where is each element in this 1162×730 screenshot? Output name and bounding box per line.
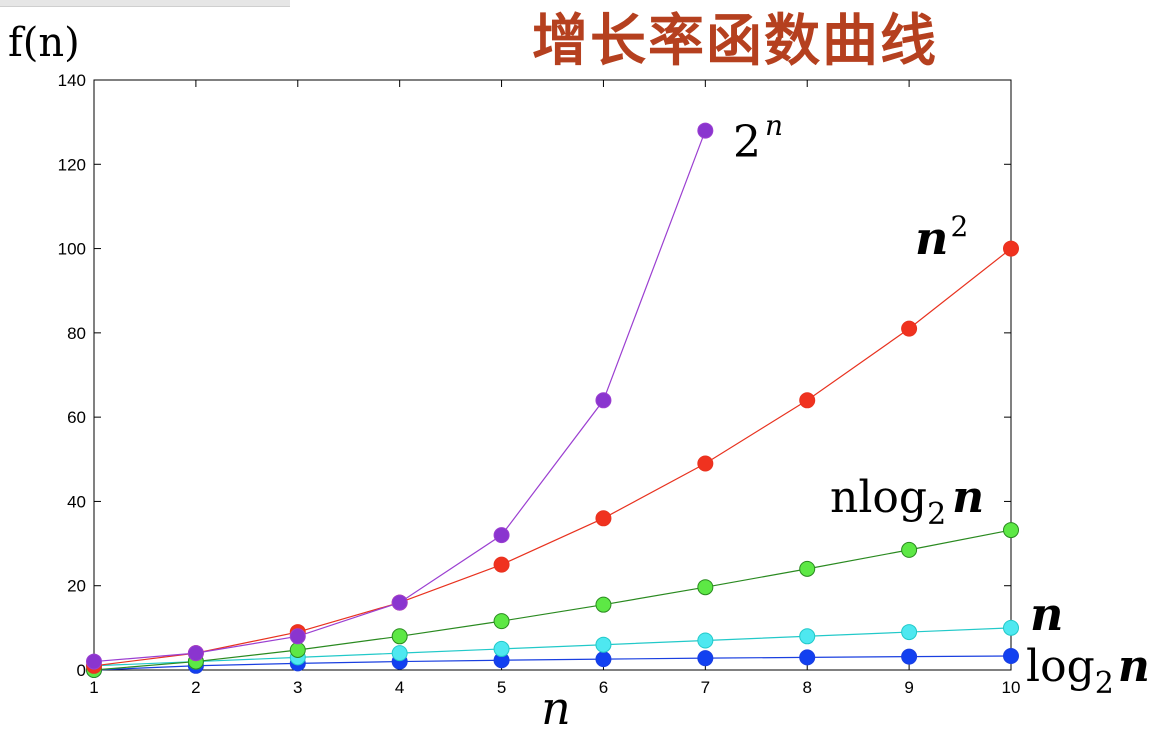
y-tick-label: 140 [58,71,86,90]
series-label-n2-sup: 2 [950,210,968,243]
data-point [799,649,816,666]
series-label-2n-sup: n [765,109,783,142]
x-tick-label: 8 [802,678,811,697]
series-label-n-base: n [1030,587,1063,641]
series-label-nlog2n-tail: n [952,472,984,523]
series-label-log2n-sub: 2 [1095,666,1114,701]
x-tick-label: 5 [497,678,506,697]
series-label-n2: n2 [915,210,968,265]
y-tick-label: 100 [58,240,86,259]
x-tick-label: 2 [191,678,200,697]
series-line-3 [93,627,1012,667]
data-point [799,392,816,409]
data-point [493,556,510,573]
data-point [1003,619,1019,636]
svg-text:log2n: log2n [1026,641,1150,701]
data-point [493,527,510,544]
svg-text:n2: n2 [915,210,968,265]
y-tick-label: 20 [67,577,86,596]
series-label-nlog2n: nlog2 n [830,472,984,532]
x-tick-label: 6 [599,678,608,697]
data-point [901,541,918,558]
y-axis-label: f(n) [8,20,80,66]
chart-title: 增长率函数曲线 [532,9,938,74]
series-markers [86,122,1019,678]
x-tick-label: 10 [1002,678,1021,697]
data-point [1003,648,1019,665]
data-point [1003,240,1019,257]
data-point [595,510,612,527]
series-label-log2n-base: log [1026,641,1095,692]
x-tick-label: 9 [904,678,913,697]
data-point [391,645,408,662]
data-point [799,628,816,645]
series-label-nlog2n-base: nlog [830,472,927,523]
series-label-log2n-tail: n [1118,641,1150,692]
data-point [391,628,408,645]
y-tick-label: 80 [67,324,86,343]
data-point [697,455,714,472]
series-label-n2-base: n [915,211,948,265]
data-point [391,594,408,611]
y-tick-label: 0 [77,661,86,680]
data-point [901,624,918,641]
series-line-0 [93,130,706,663]
y-tick-label: 60 [67,408,86,427]
series-line-1 [93,248,1012,667]
data-point [799,560,816,577]
series-label-nlog2n-sub: 2 [927,497,946,532]
data-point [697,650,714,667]
series-label-n: n [1030,587,1063,641]
x-tick-label: 7 [701,678,710,697]
series-lines [93,130,1012,671]
data-point [901,320,918,337]
series-label-2n-base: 2 [733,117,761,168]
series-label-log2n: log2n [1026,641,1150,701]
data-point [86,653,102,670]
x-tick-label: 3 [293,678,302,697]
x-tick-label: 4 [395,678,404,697]
plot-frame [93,79,1012,671]
data-point [493,613,510,630]
data-point [595,392,612,409]
x-tick-label: 1 [89,678,98,697]
data-point [493,640,510,657]
svg-text:2n: 2n [733,109,783,168]
data-point [187,645,204,662]
data-point [697,632,714,649]
series-line-2 [93,529,1012,671]
y-tick-label: 120 [58,155,86,174]
data-point [289,641,306,658]
data-point [697,579,714,596]
data-point [595,636,612,653]
data-point [595,651,612,668]
x-axis-label: n [541,681,571,730]
data-point [1003,522,1019,539]
series-line-4 [93,655,1012,671]
y-tick-label: 40 [67,492,86,511]
data-point [595,596,612,613]
data-point [697,122,714,139]
data-point [289,628,306,645]
data-point [901,648,918,665]
top-bar-fragment [0,0,290,7]
